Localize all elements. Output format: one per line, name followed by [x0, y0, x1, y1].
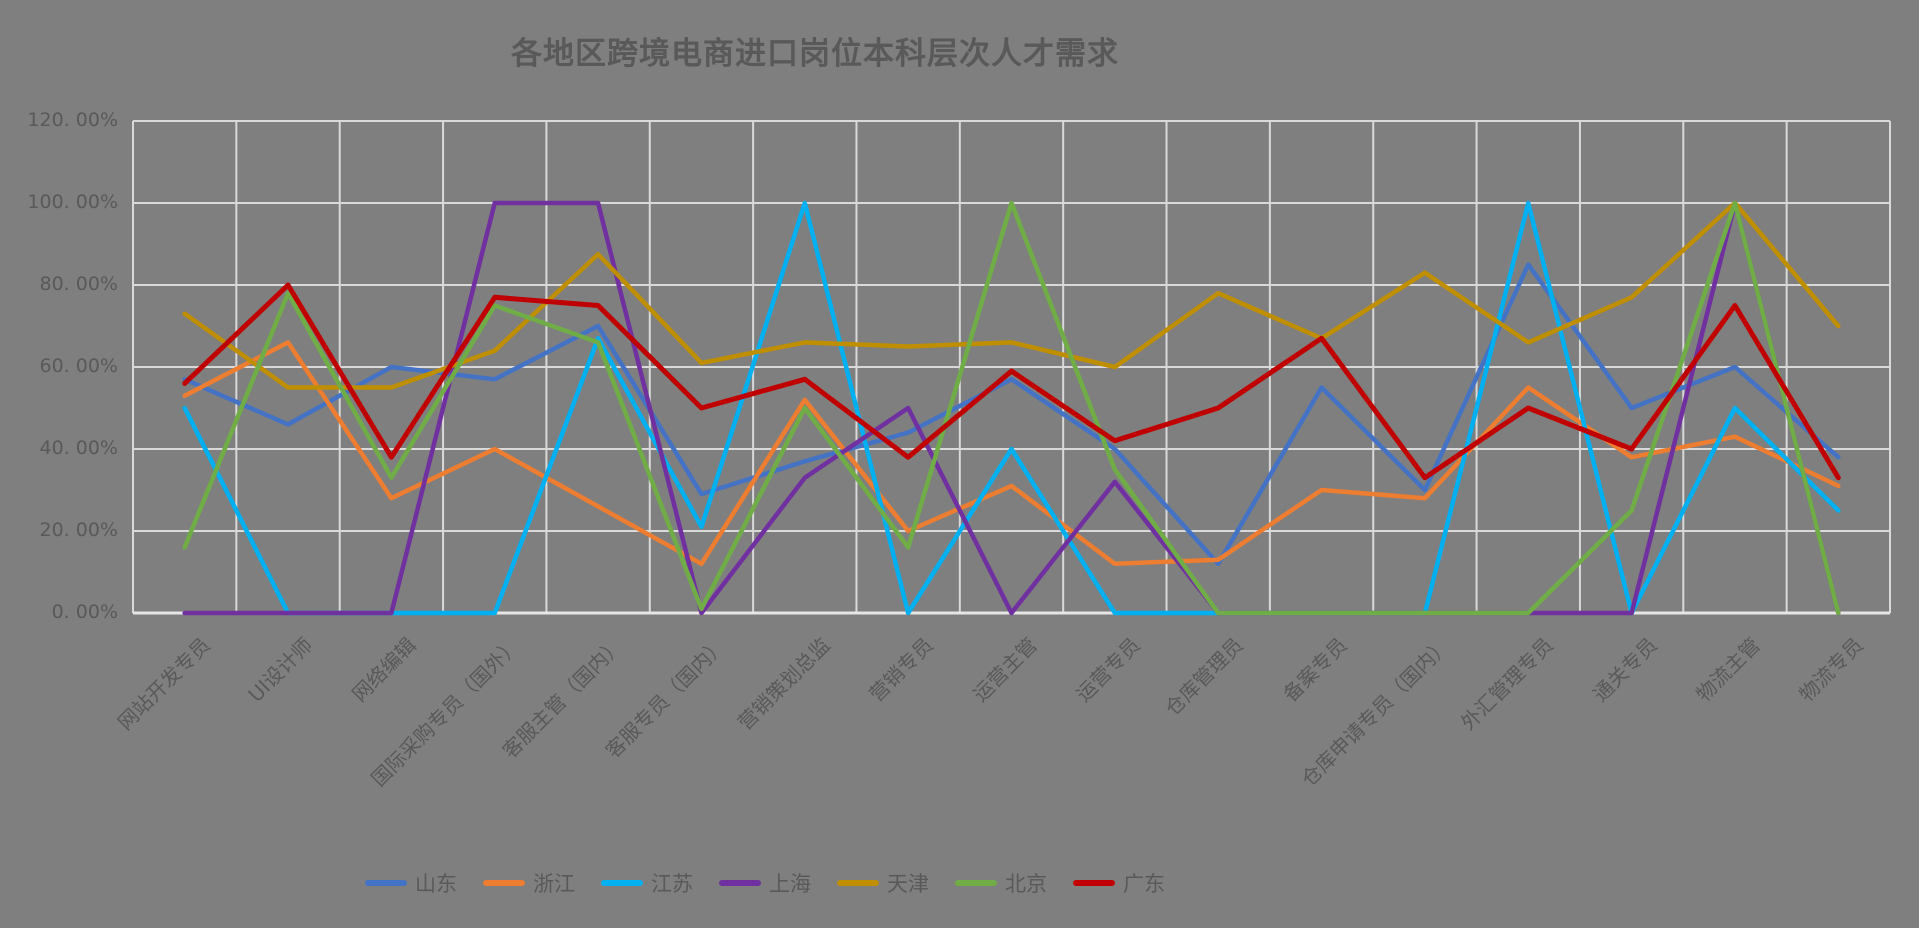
legend-item-shanghai: 上海: [719, 868, 811, 898]
legend-item-tianjin: 天津: [837, 868, 929, 898]
series-line-shanghai: [182, 200, 1841, 616]
legend-label-guangdong: 广东: [1123, 872, 1165, 896]
legend-item-beijing: 北京: [955, 868, 1047, 898]
legend-label-shandong: 山东: [415, 872, 457, 896]
legend-item-shandong: 山东: [365, 868, 457, 898]
series-line-tianjin: [182, 200, 1841, 390]
legend-label-beijing: 北京: [1005, 872, 1047, 896]
series-line-beijing: [182, 200, 1841, 616]
series-line-jiangsu: [182, 200, 1841, 616]
legend-label-tianjin: 天津: [887, 872, 929, 896]
series-line-guangdong: [182, 282, 1841, 481]
chart-title: 各地区跨境电商进口岗位本科层次人才需求: [511, 36, 1119, 72]
legend-swatch-jiangsu: [601, 880, 643, 886]
legend-item-zhejiang: 浙江: [483, 868, 575, 898]
series-lines: [182, 200, 1841, 616]
legend-label-zhejiang: 浙江: [533, 872, 575, 896]
legend-swatch-guangdong: [1073, 880, 1115, 886]
y-axis-tick-label: 60. 00%: [39, 355, 119, 377]
legend-label-shanghai: 上海: [769, 872, 811, 896]
legend-item-jiangsu: 江苏: [601, 868, 693, 898]
legend-swatch-shandong: [365, 880, 407, 886]
legend-swatch-shanghai: [719, 880, 761, 886]
legend-swatch-tianjin: [837, 880, 879, 886]
legend: 山东 浙江 江苏 上海 天津 北京 广东: [0, 868, 1530, 898]
y-axis-tick-label: 20. 00%: [39, 519, 119, 541]
series-line-zhejiang: [182, 340, 1841, 567]
legend-item-guangdong: 广东: [1073, 868, 1165, 898]
y-axis-tick-label: 120. 00%: [27, 109, 118, 131]
y-axis-tick-label: 100. 00%: [27, 191, 118, 213]
legend-swatch-zhejiang: [483, 880, 525, 886]
series-line-shandong: [182, 262, 1841, 567]
legend-label-jiangsu: 江苏: [651, 872, 693, 896]
y-axis-tick-label: 40. 00%: [39, 437, 119, 459]
gridlines: [132, 120, 1891, 615]
y-axis-tick-label: 0. 00%: [51, 601, 118, 623]
legend-swatch-beijing: [955, 880, 997, 886]
y-axis-tick-label: 80. 00%: [39, 273, 119, 295]
